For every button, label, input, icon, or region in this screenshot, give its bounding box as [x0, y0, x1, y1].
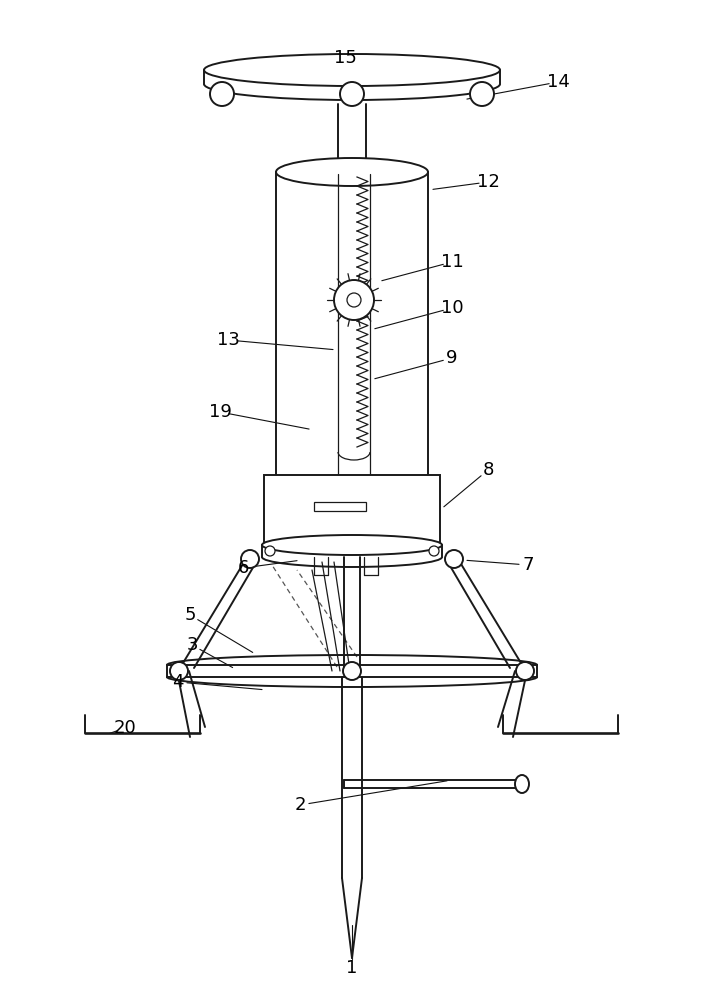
Bar [264, 475, 440, 543]
Circle shape [241, 550, 259, 568]
Circle shape [516, 662, 534, 680]
Text: 19: 19 [208, 403, 232, 421]
Text: 13: 13 [217, 331, 239, 349]
Ellipse shape [204, 54, 500, 86]
Circle shape [343, 662, 361, 680]
Circle shape [334, 280, 374, 320]
Text: 5: 5 [184, 606, 196, 624]
Text: 1: 1 [346, 959, 358, 977]
Text: 14: 14 [546, 73, 570, 91]
Circle shape [210, 82, 234, 106]
Circle shape [170, 662, 188, 680]
Circle shape [265, 546, 275, 556]
Text: 4: 4 [172, 673, 184, 691]
Text: 2: 2 [294, 796, 306, 814]
Text: 11: 11 [441, 253, 463, 271]
Circle shape [470, 82, 494, 106]
Text: 12: 12 [477, 173, 499, 191]
Text: 10: 10 [441, 299, 463, 317]
Circle shape [347, 293, 361, 307]
Ellipse shape [276, 158, 428, 186]
Text: 20: 20 [113, 719, 137, 737]
Text: 9: 9 [446, 349, 458, 367]
Bar [314, 502, 366, 511]
Text: 7: 7 [522, 556, 534, 574]
Ellipse shape [515, 775, 529, 793]
Circle shape [429, 546, 439, 556]
Text: 8: 8 [482, 461, 494, 479]
Circle shape [445, 550, 463, 568]
Text: 3: 3 [187, 636, 198, 654]
Text: 6: 6 [237, 559, 249, 577]
Text: 15: 15 [334, 49, 356, 67]
Ellipse shape [262, 535, 442, 555]
Circle shape [340, 82, 364, 106]
